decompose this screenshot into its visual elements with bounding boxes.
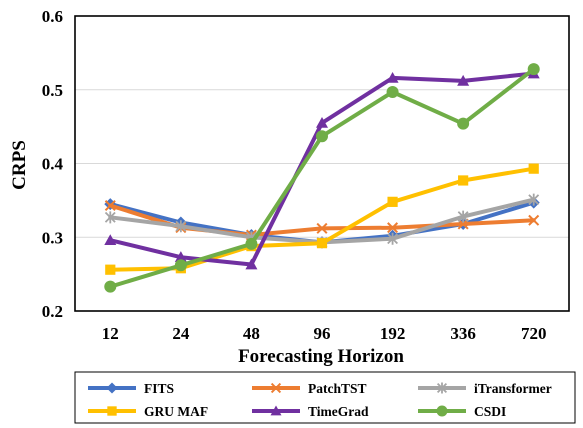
- data-point-itransformer: [175, 220, 187, 233]
- y-axis-title: CRPS: [9, 140, 30, 190]
- legend-marker-fits: [106, 382, 118, 394]
- data-point-patchtst: [104, 200, 116, 212]
- plot-frame: [74, 15, 570, 312]
- legend-item-timegrad: TimeGrad: [252, 404, 369, 419]
- data-point-gru-maf: [387, 196, 398, 207]
- data-point-patchtst: [528, 214, 540, 226]
- legend-label-gru-maf: GRU MAF: [144, 404, 208, 419]
- y-tick-label: 0.6: [42, 7, 63, 26]
- x-axis-title: Forecasting Horizon: [238, 346, 404, 367]
- legend-item-patchtst: PatchTST: [252, 381, 367, 396]
- data-point-timegrad: [245, 258, 258, 270]
- y-tick-label: 0.5: [42, 81, 63, 100]
- data-point-gru-maf: [105, 264, 116, 275]
- data-point-itransformer: [104, 211, 116, 224]
- legend-label-itransformer: iTransformer: [474, 381, 552, 396]
- y-tick-labels: 0.2 0.3 0.4 0.5 0.6: [42, 7, 64, 321]
- legend-item-itransformer: iTransformer: [418, 381, 552, 396]
- y-tick-label: 0.4: [42, 155, 64, 174]
- data-point-timegrad: [104, 234, 117, 245]
- y-tick-label: 0.3: [42, 228, 63, 247]
- x-tick-label: 96: [314, 324, 331, 343]
- data-point-timegrad: [457, 74, 470, 86]
- legend-marker-patchtst: [270, 382, 282, 394]
- x-tick-label: 48: [243, 324, 260, 343]
- data-point-itransformer: [387, 232, 399, 245]
- legend-label-fits: FITS: [144, 381, 174, 396]
- x-tick-labels: 12 24 48 96 192 336 720: [102, 324, 547, 343]
- data-point-csdi: [527, 63, 540, 76]
- data-series: [104, 63, 540, 293]
- data-point-patchtst: [316, 222, 328, 234]
- legend-item-csdi: CSDI: [418, 404, 506, 419]
- legend-item-gru-maf: GRU MAF: [88, 404, 208, 419]
- x-tick-label: 720: [521, 324, 547, 343]
- legend-label-csdi: CSDI: [474, 404, 506, 419]
- y-tick-label: 0.2: [42, 302, 63, 321]
- legend-box: [74, 371, 576, 424]
- x-tick-label: 336: [450, 324, 476, 343]
- data-point-csdi: [457, 117, 470, 130]
- data-point-gru-maf: [316, 238, 328, 249]
- legend-item-fits: FITS: [88, 381, 174, 396]
- data-point-timegrad: [386, 71, 399, 83]
- x-tick-label: 24: [172, 324, 190, 343]
- data-point-gru-maf: [458, 175, 469, 186]
- legend-marker-itransformer: [436, 382, 448, 394]
- legend-marker-gru-maf: [107, 406, 117, 416]
- data-point-csdi: [245, 237, 258, 250]
- data-point-csdi: [104, 280, 117, 293]
- data-point-timegrad: [174, 251, 187, 262]
- series-csdi: [104, 63, 540, 293]
- legend: FITS PatchTST iTransformer GRU MAF TimeGrad C…: [88, 381, 552, 419]
- data-point-itransformer: [457, 210, 469, 223]
- legend-label-patchtst: PatchTST: [308, 381, 367, 396]
- legend-label-timegrad: TimeGrad: [308, 404, 369, 419]
- data-point-gru-maf: [528, 163, 539, 174]
- data-point-patchtst: [387, 222, 399, 234]
- legend-marker-csdi: [436, 405, 448, 417]
- legend-marker-timegrad: [270, 405, 282, 416]
- data-point-csdi: [316, 130, 328, 143]
- data-point-csdi: [174, 259, 187, 272]
- data-point-csdi: [386, 85, 399, 98]
- data-point-itransformer: [528, 193, 540, 206]
- data-point-timegrad: [316, 116, 328, 128]
- x-tick-label: 12: [102, 324, 119, 343]
- x-tick-label: 192: [380, 324, 406, 343]
